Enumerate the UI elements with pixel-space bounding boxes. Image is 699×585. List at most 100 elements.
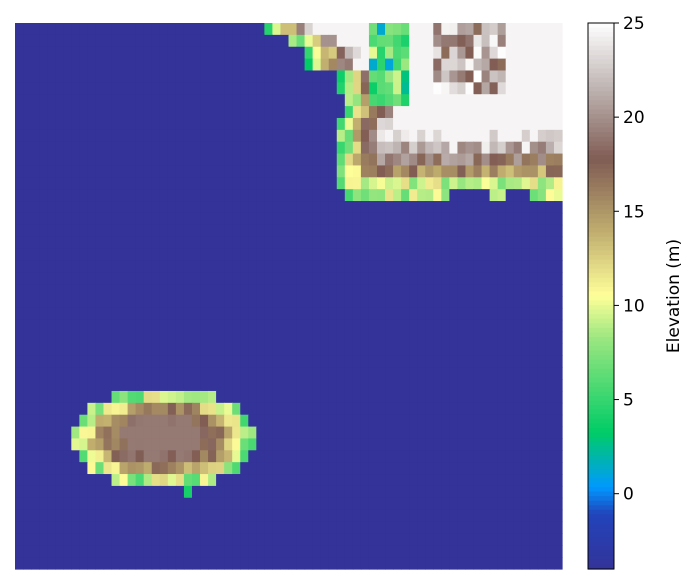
heatmap-cell [360, 272, 370, 285]
heatmap-cell [336, 390, 346, 404]
heatmap-cell [336, 284, 346, 297]
heatmap-cell [232, 46, 241, 60]
heatmap-cell [79, 414, 88, 428]
heatmap-cell [167, 177, 177, 190]
heatmap-cell [87, 117, 97, 131]
heatmap-cell [473, 212, 483, 226]
heatmap-cell [312, 248, 322, 261]
colorbar-segment [588, 341, 614, 347]
heatmap-cell [63, 414, 72, 428]
heatmap-cell [79, 497, 88, 511]
heatmap-cell [143, 201, 153, 214]
heatmap-cell [208, 34, 217, 48]
heatmap-cell [360, 189, 370, 202]
heatmap-cell [505, 557, 515, 570]
heatmap-cell [521, 355, 531, 368]
heatmap-cell [401, 426, 410, 440]
heatmap-cell [553, 212, 563, 226]
heatmap-cell [159, 414, 169, 428]
colorbar-segment [588, 487, 614, 493]
heatmap-cell [489, 296, 499, 309]
heatmap-cell [111, 379, 121, 392]
heatmap-cell [71, 485, 80, 499]
heatmap-cell [151, 153, 161, 167]
heatmap-cell [481, 284, 491, 297]
heatmap-cell [47, 379, 56, 392]
heatmap-cell [95, 462, 105, 475]
heatmap-cell [529, 70, 539, 83]
heatmap-cell [529, 343, 539, 356]
heatmap-cell [127, 557, 137, 570]
heatmap-cell [360, 521, 370, 534]
heatmap-cell [248, 319, 257, 333]
heatmap-cell [31, 485, 40, 499]
heatmap-cell [143, 70, 153, 83]
heatmap-cell [79, 331, 88, 345]
heatmap-cell [55, 153, 64, 167]
heatmap-cell [240, 58, 249, 72]
heatmap-cell [401, 141, 410, 155]
heatmap-cell [433, 450, 442, 463]
heatmap-cell [409, 58, 418, 72]
heatmap-cell [280, 58, 290, 72]
heatmap-cell [312, 331, 322, 345]
heatmap-cell [200, 23, 209, 36]
heatmap-cell [272, 474, 282, 487]
heatmap-cell [216, 414, 225, 428]
heatmap-cell [529, 46, 539, 60]
heatmap-cell [553, 58, 563, 72]
heatmap-cell [240, 212, 249, 226]
heatmap-cell [320, 153, 330, 167]
heatmap-cell [232, 497, 241, 511]
heatmap-cell [393, 177, 402, 190]
heatmap-cell [256, 129, 265, 143]
heatmap-cell [151, 414, 161, 428]
heatmap-cell [31, 450, 40, 463]
heatmap-cell [521, 141, 531, 155]
heatmap-cell [71, 509, 80, 523]
heatmap-cell [248, 117, 257, 131]
heatmap-cell [344, 438, 354, 451]
heatmap-cell [55, 307, 64, 321]
heatmap-cell [457, 212, 467, 226]
heatmap-cell [433, 129, 442, 143]
heatmap-cell [401, 58, 410, 72]
heatmap-cell [320, 272, 330, 285]
heatmap-cell [248, 224, 257, 238]
heatmap-cell [505, 509, 515, 523]
heatmap-cell [191, 545, 201, 558]
heatmap-cell [63, 462, 72, 475]
heatmap-cell [529, 94, 539, 107]
heatmap-cell [264, 462, 274, 475]
heatmap-cell [441, 367, 450, 380]
heatmap-cell [111, 509, 121, 523]
heatmap-cell [433, 497, 442, 511]
heatmap-cell [441, 106, 450, 119]
heatmap-cell [409, 533, 418, 546]
heatmap-cell [248, 201, 257, 214]
heatmap-cell [119, 319, 129, 333]
heatmap-cell [159, 141, 169, 155]
heatmap-cell [393, 367, 402, 380]
heatmap-cell [191, 165, 201, 178]
heatmap-cell [159, 117, 169, 131]
heatmap-cell [232, 545, 241, 558]
heatmap-cell [401, 438, 410, 451]
heatmap-cell [368, 343, 378, 356]
heatmap-cell [135, 141, 145, 155]
heatmap-cell [360, 319, 370, 333]
heatmap-cell [457, 319, 467, 333]
heatmap-cell [87, 497, 97, 511]
heatmap-cell [505, 224, 515, 238]
heatmap-cell [465, 545, 475, 558]
colorbar-segment [588, 32, 614, 38]
heatmap-cell [376, 106, 386, 119]
heatmap-cell [344, 117, 354, 131]
heatmap-cell [513, 189, 523, 202]
heatmap-cell [425, 224, 434, 238]
heatmap-cell [521, 343, 531, 356]
heatmap-cell [489, 70, 499, 83]
heatmap-cell [433, 201, 442, 214]
heatmap-cell [457, 379, 467, 392]
heatmap-cell [521, 557, 531, 570]
